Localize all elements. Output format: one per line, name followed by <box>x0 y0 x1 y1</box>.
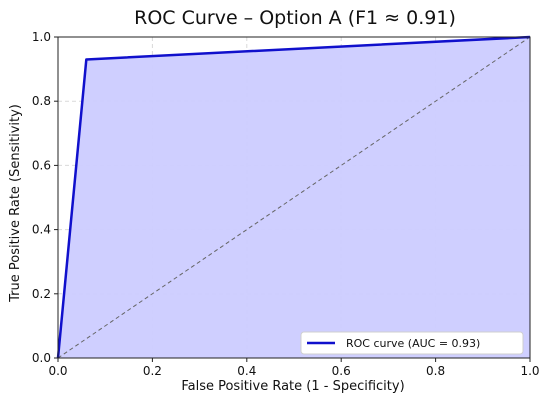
plot-layer <box>56 35 531 359</box>
plot-frame <box>57 36 531 359</box>
x-tick-label-1: 0.2 <box>143 364 162 378</box>
y-tick-label-5: 1.0 <box>32 30 51 44</box>
roc-curve-line <box>56 35 531 359</box>
x-tick-label-4: 0.8 <box>426 364 445 378</box>
x-tick-label-3: 0.6 <box>332 364 351 378</box>
y-tick-label-0: 0.0 <box>32 351 51 365</box>
y-tick-label-3: 0.6 <box>32 158 51 172</box>
y-tick-label-4: 0.8 <box>32 94 51 108</box>
axis-layer: 0.0 0.2 0.4 0.6 0.8 1.0 0.0 0.2 0.4 0.6 0.8 1.0 <box>32 30 540 378</box>
legend-box <box>300 331 524 355</box>
legend: ROC curve (AUC = 0.93) <box>300 331 524 355</box>
x-tick-label-2: 0.4 <box>237 364 256 378</box>
x-axis-label: False Positive Rate (1 - Specificity) <box>181 379 404 394</box>
x-tick-label-5: 1.0 <box>520 364 539 378</box>
legend-entry-roc-curve: ROC curve (AUC = 0.93) <box>346 337 480 350</box>
x-tick-label-0: 0.0 <box>48 364 67 378</box>
y-tick-label-2: 0.4 <box>32 223 51 237</box>
chart-title: ROC Curve – Option A (F1 ≈ 0.91) <box>134 7 456 29</box>
y-tick-label-1: 0.2 <box>32 287 51 301</box>
y-axis-label: True Positive Rate (Sensitivity) <box>8 104 23 303</box>
